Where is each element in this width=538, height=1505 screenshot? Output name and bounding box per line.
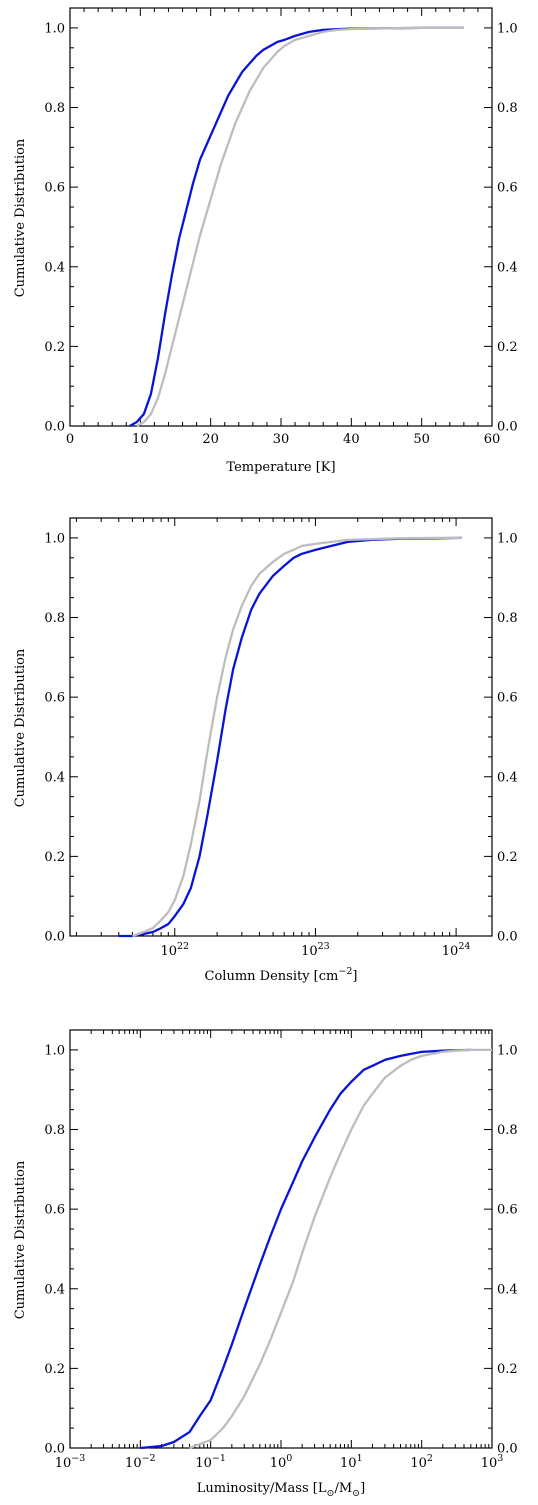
- y-tick-label: 0.6: [44, 1203, 65, 1218]
- luminosity-mass-cdf-panel: 0.0 0.00.2 0.20.4 0.40.6 0.60.8 0.81.0 1.010−3…: [13, 1030, 518, 1499]
- y-tick-label: 1.0: [44, 21, 65, 36]
- axes-frame: [70, 8, 492, 426]
- x-tick-label: 30: [273, 432, 290, 447]
- y-tick-label: 0.6: [44, 181, 65, 196]
- column-density-cdf-panel: 0.0 0.0 0.2 0.2 0.4 0.4 0.6 0.6 0.8 0.8 1.0 1.0 1022…: [13, 518, 518, 984]
- x-tick-label: 100: [270, 1453, 293, 1471]
- y-tick-label-right: 0.6: [497, 181, 518, 196]
- y-axis-label: Cumulative Distribution: [13, 648, 28, 807]
- y-tick-label: 0.0: [44, 930, 65, 945]
- series-line-blue: [130, 28, 464, 426]
- x-tick-label: 60: [484, 432, 501, 447]
- axes-frame: [70, 1030, 492, 1448]
- y-tick-label-right: 0.2: [497, 1362, 518, 1377]
- x-tick-label: 0: [66, 432, 74, 447]
- y-tick-label-right: 0.8: [497, 1123, 518, 1138]
- x-tick-label: 10−2: [125, 1453, 156, 1471]
- x-axis-label: Column Density [cm−2]: [205, 966, 358, 984]
- y-tick-label: 1.0: [44, 1043, 65, 1058]
- y-tick-label-right: 0.6: [497, 1203, 518, 1218]
- y-tick-label: 0.4: [44, 770, 65, 785]
- series-line-gray: [132, 538, 462, 936]
- y-tick-label: 0.8: [44, 1123, 65, 1138]
- y-tick-label: 0.6: [44, 691, 65, 706]
- y-tick-label: 0.2: [44, 1362, 65, 1377]
- y-tick-label: 0.2: [44, 340, 65, 355]
- y-axis-label: Cumulative Distribution: [13, 1160, 28, 1319]
- x-tick-label: 1022: [160, 941, 189, 959]
- x-axis-label: Luminosity/Mass [L⊙/M⊙]: [197, 1481, 365, 1499]
- y-tick-label: 0.2: [44, 850, 65, 865]
- x-axis-label: Temperature [K]: [226, 460, 335, 475]
- x-tick-label: 10−1: [195, 1453, 226, 1471]
- series-line-blue: [140, 1050, 471, 1448]
- y-tick-label-right: 0.4: [497, 1282, 518, 1297]
- x-tick-label: 40: [343, 432, 360, 447]
- y-tick-label-right: 1.0: [497, 531, 518, 546]
- x-tick-label: 10: [132, 432, 149, 447]
- temperature-cdf-panel: 0.0 0.00.2 0.20.4 0.40.6 0.60.8 0.81.0 1.00 10 2…: [13, 8, 518, 475]
- y-tick-label: 0.4: [44, 260, 65, 275]
- x-tick-label: 20: [202, 432, 219, 447]
- y-tick-label-right: 0.4: [497, 770, 518, 785]
- x-tick-label: 1024: [442, 941, 471, 959]
- y-tick-label-right: 0.0: [497, 930, 518, 945]
- series-line-blue: [119, 538, 462, 936]
- y-tick-label-right: 1.0: [497, 21, 518, 36]
- y-tick-label-right: 0.2: [497, 340, 518, 355]
- y-tick-label: 0.0: [44, 1442, 65, 1457]
- axes-frame: [70, 518, 492, 936]
- y-tick-label-right: 1.0: [497, 1043, 518, 1058]
- x-tick-label: 101: [340, 1453, 363, 1471]
- x-tick-label: 50: [413, 432, 430, 447]
- y-tick-label: 0.0: [44, 420, 65, 435]
- y-tick-label: 0.8: [44, 611, 65, 626]
- y-tick-label-right: 0.6: [497, 691, 518, 706]
- y-tick-label-right: 0.8: [497, 611, 518, 626]
- y-axis-label: Cumulative Distribution: [13, 138, 28, 297]
- y-tick-label-right: 0.4: [497, 260, 518, 275]
- y-tick-label: 0.4: [44, 1282, 65, 1297]
- series-line-gray: [189, 1050, 492, 1448]
- x-tick-label: 1023: [301, 941, 330, 959]
- x-tick-label: 103: [481, 1453, 504, 1471]
- y-tick-label-right: 0.2: [497, 850, 518, 865]
- x-tick-label: 10−3: [55, 1453, 86, 1471]
- y-tick-label: 1.0: [44, 531, 65, 546]
- x-tick-label: 102: [410, 1453, 433, 1471]
- series-line-gray: [137, 28, 464, 426]
- y-tick-label: 0.8: [44, 101, 65, 116]
- y-tick-label-right: 0.8: [497, 101, 518, 116]
